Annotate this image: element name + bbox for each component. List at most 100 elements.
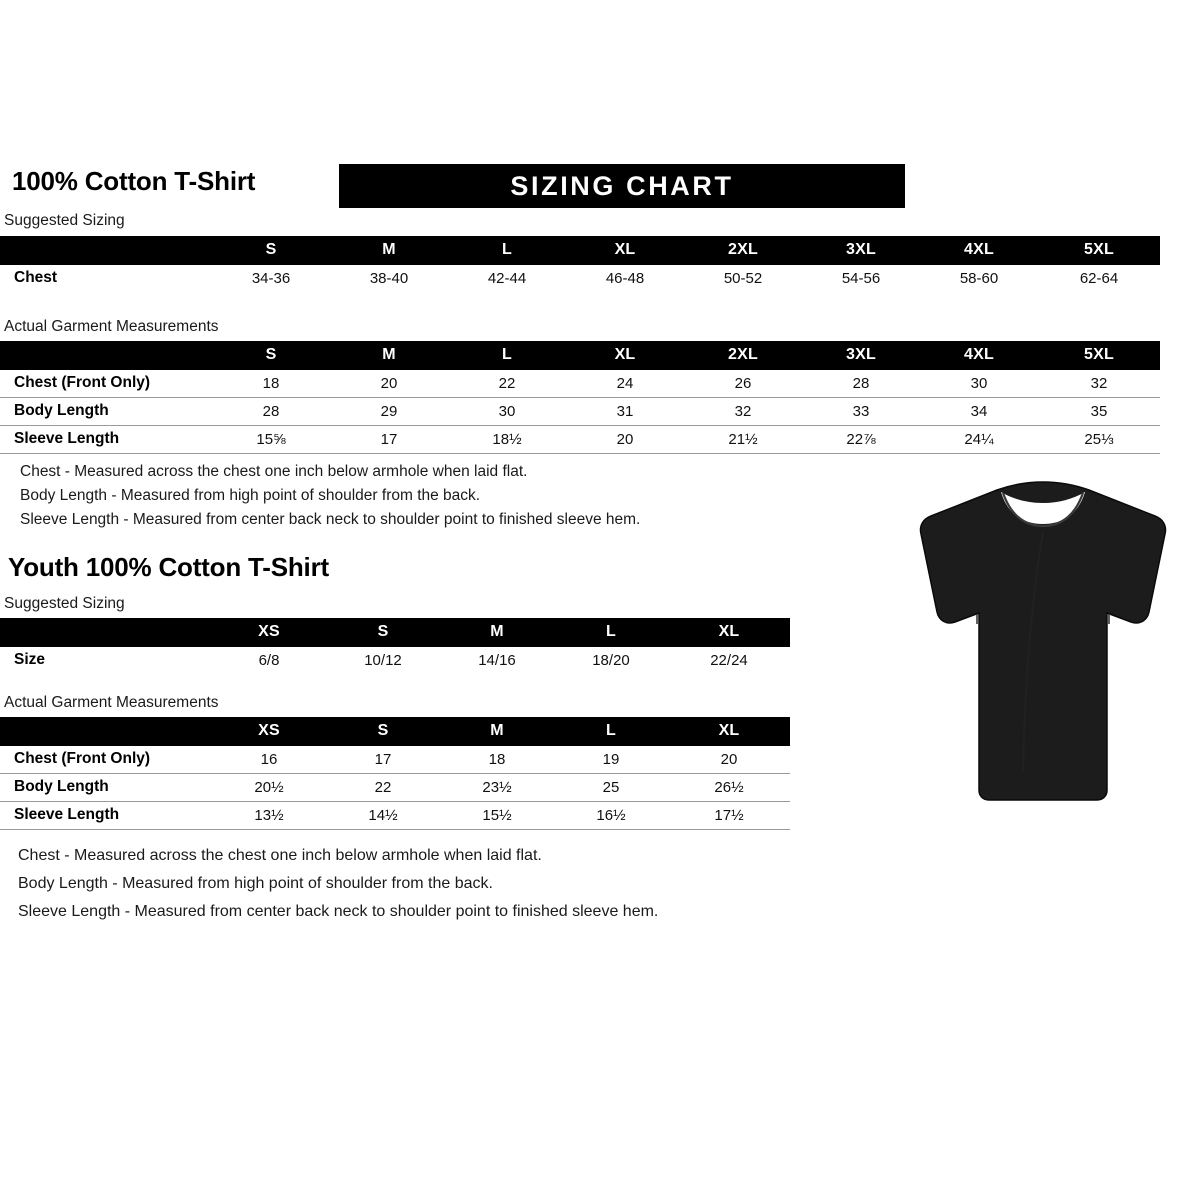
column-header-2xl: 2XL: [684, 236, 802, 265]
cell-chest-s: 34-36: [251, 269, 291, 287]
cell-size-xs: 6/8: [258, 651, 280, 669]
column-header-3xl: 3XL: [802, 236, 920, 265]
column-header-5xl: 5XL: [1038, 341, 1160, 370]
cell-chest-l: 42-44: [487, 269, 527, 287]
cell-chestfront-xl: 24: [566, 370, 684, 398]
cell-sleevelength-2xl: 21½: [684, 425, 802, 454]
cell-size-s: 10/12: [364, 651, 402, 669]
youth-measurement-notes: Chest - Measured across the chest one in…: [18, 842, 658, 926]
column-header-xl: XL: [566, 341, 684, 370]
cell-chestfront-5xl: 32: [1038, 370, 1160, 398]
adult-measurements-table: S M L XL 2XL 3XL 4XL 5XL Chest (Front On…: [0, 341, 1160, 454]
cell-sleevelength-4xl: 24¼: [920, 425, 1038, 454]
column-header-s: S: [326, 618, 440, 647]
cell-bodylength-xl: 31: [566, 397, 684, 426]
table-row: Body Length 28 29 30 31 32 33 34 35: [0, 397, 1160, 426]
youth-suggested-sizing-table: XS S M L XL Size 6/8 10/12 14/16 18/20 2…: [0, 618, 790, 674]
table-header-row: S M L XL 2XL 3XL 4XL 5XL: [0, 341, 1160, 370]
column-header-xl: XL: [668, 618, 790, 647]
cell-sleevelength-xl: 17½: [668, 801, 790, 830]
table-header-row: S M L XL 2XL 3XL 4XL 5XL: [0, 236, 1160, 265]
cell-bodylength-4xl: 34: [920, 397, 1038, 426]
column-header-m: M: [330, 341, 448, 370]
sizing-chart-banner-label: SIZING CHART: [510, 170, 734, 201]
cell-size-l: 18/20: [592, 651, 630, 669]
cell-chestfront-m: 20: [330, 370, 448, 398]
note-sleeve-length: Sleeve Length - Measured from center bac…: [18, 903, 659, 920]
column-header-xs: XS: [212, 618, 326, 647]
column-header-l: L: [448, 236, 566, 265]
note-body-length: Body Length - Measured from high point o…: [20, 487, 481, 504]
column-header-blank: [0, 717, 212, 746]
column-header-s: S: [212, 236, 330, 265]
cell-chestfront-s: 17: [326, 746, 440, 774]
cell-bodylength-xl: 26½: [668, 773, 790, 802]
row-label-size: Size: [14, 651, 46, 668]
column-header-s: S: [326, 717, 440, 746]
column-header-m: M: [440, 618, 554, 647]
row-label-body-length: Body Length: [0, 773, 212, 802]
cell-size-m: 14/16: [478, 651, 516, 669]
note-sleeve-length: Sleeve Length - Measured from center bac…: [20, 511, 641, 528]
adult-measurement-notes: Chest - Measured across the chest one in…: [20, 460, 640, 532]
cell-sleevelength-m: 15½: [440, 801, 554, 830]
column-header-l: L: [554, 717, 668, 746]
cell-sleevelength-s: 14½: [326, 801, 440, 830]
table-row: Sleeve Length 13½ 14½ 15½ 16½ 17½: [0, 801, 790, 830]
tshirt-illustration: [893, 472, 1193, 807]
row-label-sleeve-length: Sleeve Length: [0, 425, 212, 454]
column-header-4xl: 4XL: [920, 341, 1038, 370]
column-header-2xl: 2XL: [684, 341, 802, 370]
table-row: Body Length 20½ 22 23½ 25 26½: [0, 773, 790, 802]
cell-bodylength-s: 22: [326, 773, 440, 802]
cell-chestfront-l: 19: [554, 746, 668, 774]
table-row: Chest 34-36 38-40 42-44 46-48 50-52 54-5…: [0, 265, 1160, 292]
table-row: Size 6/8 10/12 14/16 18/20 22/24: [0, 647, 790, 674]
cell-chest-xl: 46-48: [605, 269, 645, 287]
column-header-xs: XS: [212, 717, 326, 746]
column-header-xl: XL: [668, 717, 790, 746]
row-label-chest: Chest: [14, 269, 58, 286]
row-label-chest-front-only: Chest (Front Only): [0, 370, 212, 398]
column-header-s: S: [212, 341, 330, 370]
cell-chestfront-l: 22: [448, 370, 566, 398]
adult-suggested-sizing-label: Suggested Sizing: [4, 212, 125, 229]
cell-bodylength-s: 28: [212, 397, 330, 426]
cell-chest-3xl: 54-56: [841, 269, 881, 287]
adult-suggested-sizing-table: S M L XL 2XL 3XL 4XL 5XL Chest 34-36 38-…: [0, 236, 1160, 292]
cell-sleevelength-s: 15⅝: [212, 425, 330, 454]
cell-chestfront-xs: 16: [212, 746, 326, 774]
column-header-xl: XL: [566, 236, 684, 265]
table-row: Chest (Front Only) 16 17 18 19 20: [0, 746, 790, 774]
cell-chest-5xl: 62-64: [1079, 269, 1119, 287]
note-chest: Chest - Measured across the chest one in…: [18, 847, 542, 864]
cell-sleevelength-xl: 20: [566, 425, 684, 454]
cell-bodylength-l: 25: [554, 773, 668, 802]
sizing-chart-banner: SIZING CHART: [339, 164, 905, 208]
table-row: Sleeve Length 15⅝ 17 18½ 20 21½ 22⅞ 24¼ …: [0, 425, 1160, 454]
column-header-m: M: [440, 717, 554, 746]
column-header-blank: [0, 236, 212, 265]
cell-bodylength-3xl: 33: [802, 397, 920, 426]
youth-suggested-sizing-label: Suggested Sizing: [4, 595, 125, 612]
youth-measurements-table: XS S M L XL Chest (Front Only) 16 17 18 …: [0, 717, 790, 830]
cell-chestfront-s: 18: [212, 370, 330, 398]
cell-chestfront-m: 18: [440, 746, 554, 774]
cell-sleevelength-3xl: 22⅞: [802, 425, 920, 454]
cell-chestfront-4xl: 30: [920, 370, 1038, 398]
cell-sleevelength-l: 16½: [554, 801, 668, 830]
tshirt-icon: [919, 481, 1167, 801]
cell-chestfront-3xl: 28: [802, 370, 920, 398]
cell-bodylength-m: 29: [330, 397, 448, 426]
column-header-3xl: 3XL: [802, 341, 920, 370]
row-label-sleeve-length: Sleeve Length: [0, 801, 212, 830]
table-header-row: XS S M L XL: [0, 717, 790, 746]
youth-measurements-label: Actual Garment Measurements: [4, 694, 219, 711]
note-body-length: Body Length - Measured from high point o…: [18, 875, 493, 892]
cell-bodylength-xs: 20½: [212, 773, 326, 802]
column-header-l: L: [448, 341, 566, 370]
adult-measurements-label: Actual Garment Measurements: [4, 318, 219, 335]
cell-chest-m: 38-40: [369, 269, 409, 287]
row-label-body-length: Body Length: [0, 397, 212, 426]
